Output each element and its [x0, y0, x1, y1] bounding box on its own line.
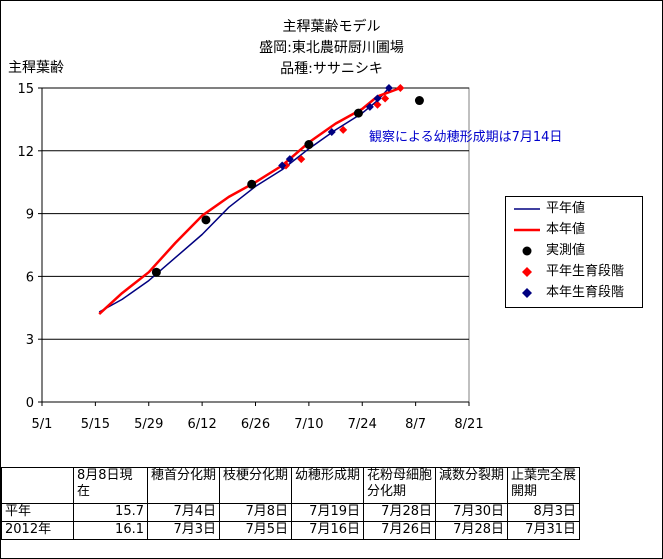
legend-item-normal-line: 平年値 [506, 199, 642, 219]
table-cell: 7月28日 [435, 521, 508, 540]
table-row: 平年 15.7 7月4日 7月8日 7月19日 7月28日 7月30日 8月3日 [1, 503, 580, 522]
y-tick-label: 15 [17, 82, 34, 97]
y-tick-label: 0 [26, 396, 34, 411]
stage-diamond-marker [381, 94, 390, 103]
legend-item-normal-stage: 平年生育段階 [506, 262, 642, 282]
y-tick-label: 9 [26, 208, 34, 223]
leaf-age-chart: 0 3 6 9 12 15 5/1 5/15 5/29 6/12 6/26 7/10 7/24 8/7 8/… [17, 82, 483, 432]
table-header-cell: 穂首分化期 [147, 467, 220, 504]
legend-line-navy-icon [514, 208, 540, 210]
y-axis-label: 主稈葉齢 [8, 60, 64, 76]
table-cell: 7月31日 [507, 521, 580, 540]
table-header-cell: 枝梗分化期 [219, 467, 292, 504]
series-layer [98, 84, 424, 316]
y-tick-label: 12 [17, 145, 34, 160]
y-tick-label: 6 [26, 270, 34, 285]
x-tick-label: 5/15 [81, 417, 110, 432]
observed-point [151, 267, 161, 277]
x-tick-label: 7/10 [294, 417, 323, 432]
table-cell: 7月5日 [219, 521, 292, 540]
chart-subtitle-variety: 品種:ササニシキ [280, 61, 383, 77]
table-header-cell: 幼穂形成期 [291, 467, 364, 504]
table-cell: 16.1 [73, 521, 148, 540]
x-tick-label: 5/1 [32, 417, 53, 432]
stage-diamond-marker [396, 84, 405, 92]
table-header-cell: 花粉母細胞分化期 [363, 467, 436, 504]
observed-point [247, 179, 257, 189]
table-cell: 7月16日 [291, 521, 364, 540]
table-cell: 7月4日 [147, 503, 220, 522]
table-cell: 8月3日 [507, 503, 580, 522]
table-header-cell: 減数分裂期 [435, 467, 508, 504]
legend-line-red-icon [514, 228, 540, 232]
growth-stage-table: 8月8日現在 穂首分化期 枝梗分化期 幼穂形成期 花粉母細胞分化期 減数分裂期 … [1, 467, 580, 540]
legend-circle-icon [522, 246, 532, 256]
stage-diamond-marker [339, 125, 348, 134]
x-tick-label: 6/26 [241, 417, 270, 432]
legend-item-current-stage: 本年生育段階 [506, 283, 642, 303]
x-tick-label: 7/24 [348, 417, 377, 432]
stage-diamond-marker [373, 94, 382, 103]
stage-diamond-marker [365, 102, 374, 111]
stage-diamond-marker [285, 155, 294, 164]
legend-navy-diamond-icon [522, 288, 532, 298]
legend-red-diamond-icon [522, 267, 532, 277]
stage-diamond-marker [327, 127, 336, 136]
heading-formation-note: 観察による幼穂形成期は7月14日 [369, 130, 563, 145]
table-header-cell: 止葉完全展開期 [507, 467, 580, 504]
legend-item-current-line: 本年値 [506, 220, 642, 240]
x-tick-label: 6/12 [188, 417, 217, 432]
observed-point [353, 108, 363, 118]
table-header-row: 8月8日現在 穂首分化期 枝梗分化期 幼穂形成期 花粉母細胞分化期 減数分裂期 … [1, 467, 580, 504]
table-row: 2012年 16.1 7月3日 7月5日 7月16日 7月26日 7月28日 7… [1, 521, 580, 540]
x-tick-label: 8/7 [405, 417, 426, 432]
table-row-label: 2012年 [1, 521, 74, 540]
x-tick-label: 8/21 [454, 417, 483, 432]
stage-diamond-marker [384, 84, 393, 92]
table-cell: 15.7 [73, 503, 148, 522]
table-header-cell [1, 467, 74, 504]
observed-point [304, 140, 314, 150]
legend: 平年値 本年値 実測値 平年生育段階 本年生育段階 [505, 196, 643, 308]
chart-subtitle-location: 盛岡:東北農研厨川圃場 [259, 40, 404, 56]
axes: 0 3 6 9 12 15 5/1 5/15 5/29 6/12 6/26 7/10 7/24 8/7 8/… [17, 82, 483, 432]
stage-diamond-marker [297, 155, 306, 164]
stage-diamond-marker [373, 100, 382, 109]
table-row-label: 平年 [1, 503, 74, 522]
table-cell: 7月3日 [147, 521, 220, 540]
table-cell: 7月30日 [435, 503, 508, 522]
x-tick-label: 5/29 [134, 417, 163, 432]
stage-diamond-marker [278, 161, 287, 170]
legend-item-observed: 実測値 [506, 241, 642, 261]
observed-point [414, 96, 424, 106]
table-cell: 7月26日 [363, 521, 436, 540]
grid-lines [42, 87, 469, 340]
table-cell: 7月8日 [219, 503, 292, 522]
y-tick-label: 3 [26, 333, 34, 348]
table-cell: 7月28日 [363, 503, 436, 522]
table-cell: 7月19日 [291, 503, 364, 522]
table-header-cell: 8月8日現在 [73, 467, 148, 504]
chart-title: 主稈葉齢モデル [282, 19, 381, 35]
observed-point [201, 215, 211, 225]
